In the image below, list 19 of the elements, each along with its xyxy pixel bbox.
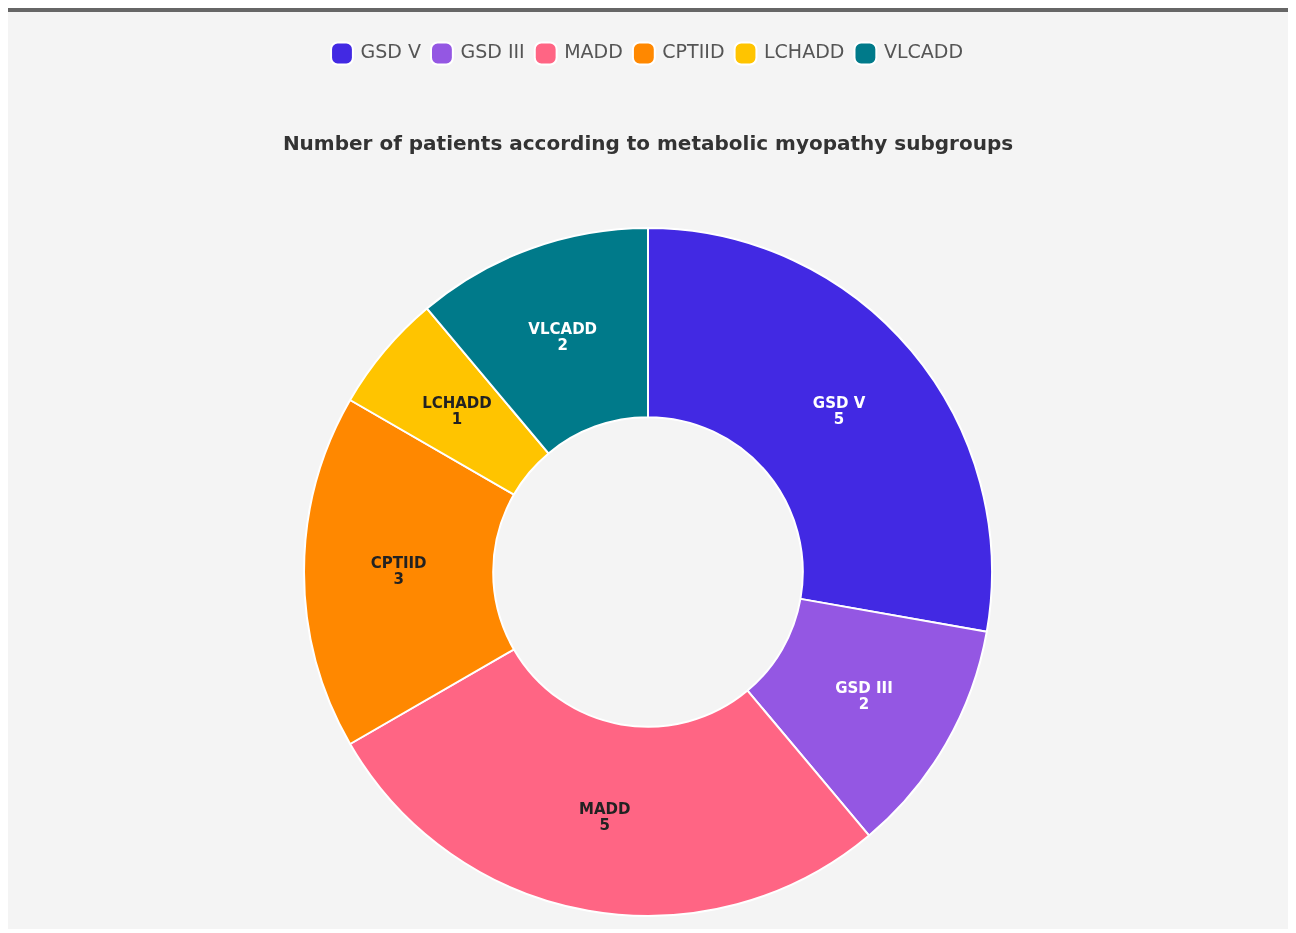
slice-label: CPTIID: [370, 553, 427, 572]
legend-label: GSD V: [360, 40, 421, 63]
legend-label: CPTIID: [662, 40, 725, 63]
slice-label: GSD III: [835, 678, 893, 697]
legend-label: MADD: [564, 40, 623, 63]
legend-label: GSD III: [460, 40, 525, 63]
slice-label: LCHADD: [422, 393, 492, 412]
slice-label: MADD: [578, 799, 631, 818]
text: Number of patients according to metabolic myopathy subgroups: [282, 131, 1014, 156]
data-label: 2: [557, 335, 568, 354]
data-label: 1: [451, 409, 463, 428]
data-label: 5: [599, 815, 610, 834]
legend-label: VLCADD: [883, 40, 964, 63]
slice-label: GSD V: [812, 393, 866, 412]
data-label: 3: [393, 569, 404, 588]
data-label: 2: [858, 694, 870, 713]
slice-label: VLCADD: [528, 319, 598, 338]
legend-label: LCHADD: [764, 40, 845, 63]
data-label: 5: [833, 409, 845, 428]
